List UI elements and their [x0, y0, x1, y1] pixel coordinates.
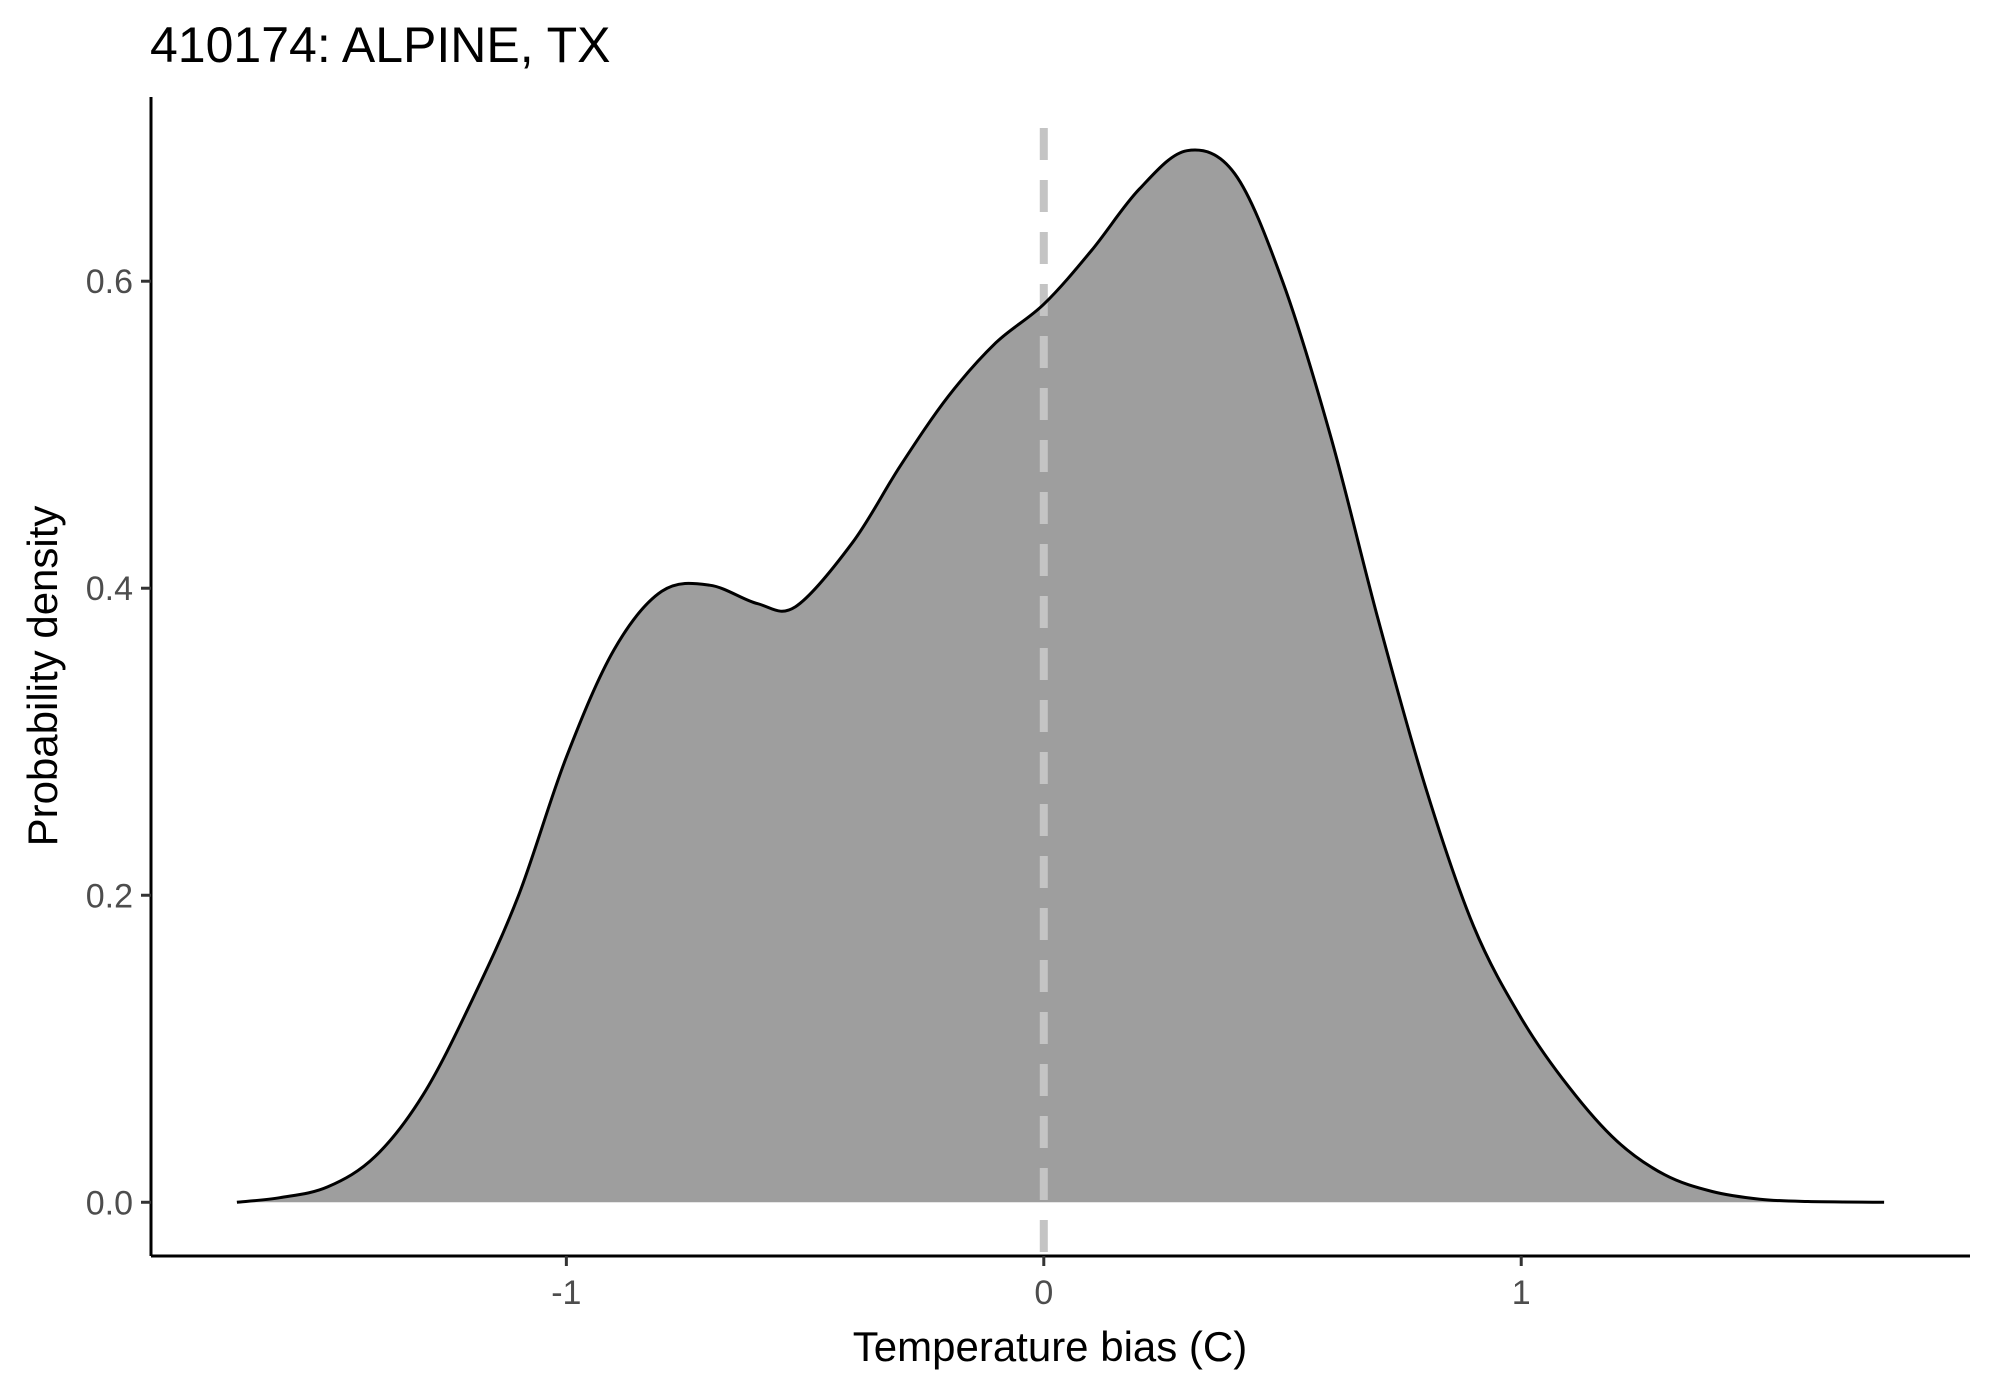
chart-title: 410174: ALPINE, TX — [150, 17, 611, 73]
y-axis-title: Probability density — [19, 506, 66, 847]
x-tick-label: 0 — [1034, 1274, 1053, 1312]
x-axis-ticks: -1 0 1 — [551, 1256, 1531, 1312]
density-area — [236, 150, 1885, 1203]
x-tick-label: -1 — [551, 1274, 581, 1312]
x-tick-label: 1 — [1512, 1274, 1531, 1312]
y-axis-ticks: 0.0 0.2 0.4 0.6 — [86, 263, 151, 1222]
y-tick-label: 0.2 — [86, 877, 133, 915]
density-curve — [236, 148, 1885, 1204]
y-tick-label: 0.4 — [86, 570, 133, 608]
y-tick-label: 0.0 — [86, 1184, 133, 1222]
y-tick-label: 0.6 — [86, 263, 133, 301]
plot-area — [236, 128, 1885, 1256]
x-axis-title: Temperature bias (C) — [853, 1323, 1247, 1370]
